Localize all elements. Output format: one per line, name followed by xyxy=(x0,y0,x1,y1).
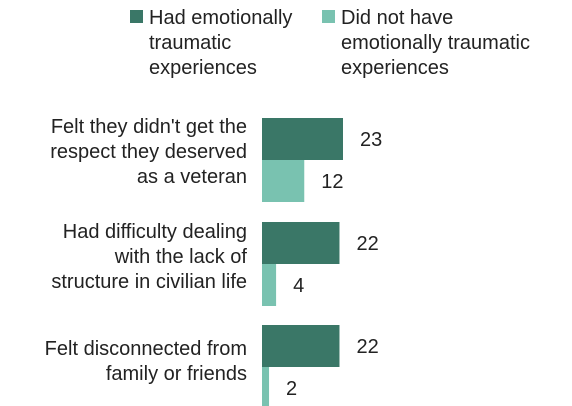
value-label-disconnected-traumatic: 22 xyxy=(356,336,378,358)
legend-label-no-traumatic: Did not have emotionally traumatic exper… xyxy=(341,7,530,79)
legend-item-no-traumatic: Did not have emotionally traumatic exper… xyxy=(322,6,572,81)
bar-structure-traumatic xyxy=(262,222,340,264)
legend-item-traumatic: Had emotionally traumatic experiences xyxy=(130,6,317,81)
value-label-respect-no-traumatic: 12 xyxy=(321,171,343,193)
category-label-respect: Felt they didn't get the respect they de… xyxy=(50,116,247,188)
bar-structure-no-traumatic xyxy=(262,264,277,306)
legend-label-traumatic: Had emotionally traumatic experiences xyxy=(149,7,293,79)
category-label-disconnected: Felt disconnected from family or friends xyxy=(44,338,247,385)
bar-disconnected-traumatic xyxy=(262,325,340,367)
legend-swatch-traumatic xyxy=(130,10,143,23)
legend: Had emotionally traumatic experiences Di… xyxy=(130,6,570,86)
value-label-disconnected-no-traumatic: 2 xyxy=(286,378,297,400)
value-label-structure-no-traumatic: 4 xyxy=(293,275,304,297)
category-label-structure: Had difficulty dealing with the lack of … xyxy=(51,221,247,293)
value-label-respect-traumatic: 23 xyxy=(360,129,382,151)
bar-respect-no-traumatic xyxy=(262,160,305,202)
legend-swatch-no-traumatic xyxy=(322,10,335,23)
bar-disconnected-no-traumatic xyxy=(262,367,270,406)
bar-respect-traumatic xyxy=(262,118,343,160)
value-label-structure-traumatic: 22 xyxy=(356,233,378,255)
